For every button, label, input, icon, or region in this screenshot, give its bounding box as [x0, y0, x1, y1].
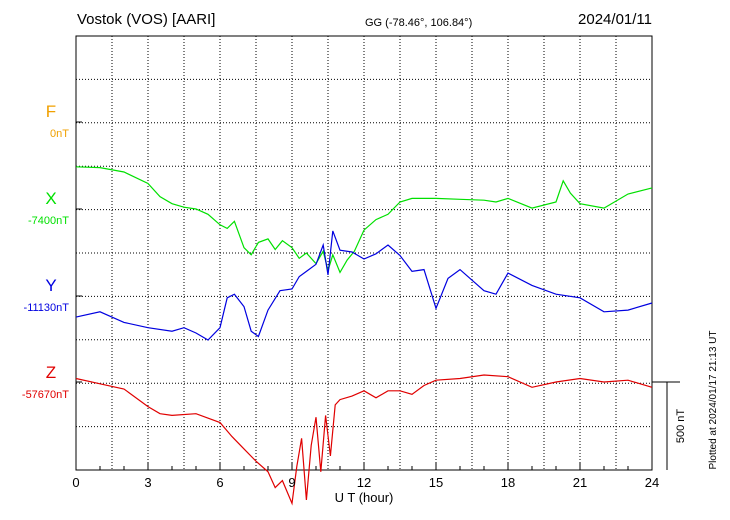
- series-layer: [75, 166, 653, 506]
- channel-name-z: Z: [46, 363, 56, 382]
- x-tick-label: 18: [501, 475, 515, 490]
- station-coordinates: GG (-78.46°, 106.84°): [365, 17, 472, 29]
- channel-name-x: X: [45, 189, 56, 208]
- channel-baseline-x: -7400nT: [28, 215, 69, 227]
- channel-labels: F 0nT X -7400nT Y -11130nT Z -57670nT: [22, 102, 69, 401]
- x-tick-label: 3: [144, 475, 151, 490]
- x-tick-label: 24: [645, 475, 659, 490]
- x-tick-label: 15: [429, 475, 443, 490]
- plotted-note: Plotted at 2024/01/17 21:13 UT: [708, 331, 719, 470]
- x-tick-label: 21: [573, 475, 587, 490]
- chart-title: Vostok (VOS) [AARI]: [77, 11, 215, 28]
- channel-name-f: F: [46, 102, 56, 121]
- x-tick-label: 12: [357, 475, 371, 490]
- x-tick-label: 0: [72, 475, 79, 490]
- grid-layer: [76, 36, 652, 470]
- x-axis-label: U T (hour): [335, 490, 394, 505]
- series-line-y: [75, 230, 653, 341]
- channel-name-y: Y: [45, 276, 56, 295]
- chart-date: 2024/01/11: [578, 11, 652, 28]
- series-line-z: [75, 374, 653, 506]
- channel-baseline-z: -57670nT: [22, 389, 69, 401]
- scale-bar: 500 nT: [652, 381, 687, 470]
- channel-baseline-f: 0nT: [50, 128, 69, 140]
- scale-bar-label: 500 nT: [675, 409, 687, 444]
- x-tick-label: 9: [288, 475, 295, 490]
- x-tick-labels: 0 3 6 9 12 15 18 21 24: [72, 475, 659, 490]
- channel-baseline-y: -11130nT: [24, 302, 70, 314]
- x-tick-label: 6: [216, 475, 223, 490]
